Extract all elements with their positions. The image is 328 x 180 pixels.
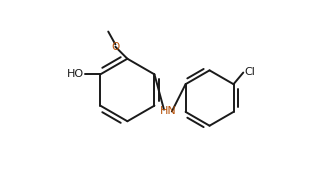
Text: HO: HO	[67, 69, 84, 79]
Text: HN: HN	[159, 105, 176, 116]
Text: Cl: Cl	[244, 67, 255, 77]
Text: O: O	[111, 42, 119, 52]
